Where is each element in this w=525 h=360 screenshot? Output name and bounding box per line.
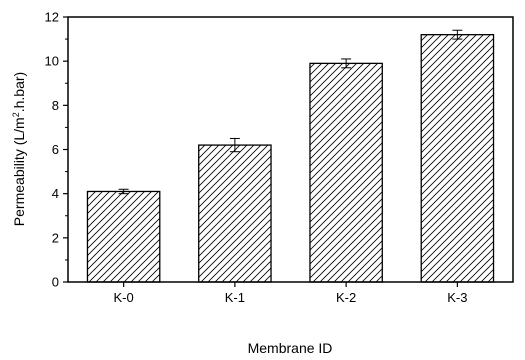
x-tick-label: K-2 [336,290,356,305]
error-bar-k-1 [229,137,240,153]
error-bar-k-3 [452,29,463,40]
error-bar-k-0 [118,188,129,195]
error-bar-k-2 [341,58,352,69]
error-bars-layer [118,29,463,195]
bar-k-3 [420,34,495,283]
x-tick-label: K-0 [114,290,134,305]
x-axis: K-0 K-1 K-2 K-3 [114,282,467,305]
y-axis: 0 2 4 6 8 10 12 [45,10,68,290]
bar-k-2 [309,62,383,283]
y-axis-title: Permeability (L/m2.h.bar) [11,72,27,226]
y-tick-label: 10 [45,54,59,69]
y-tick-label: 6 [52,142,59,157]
y-tick-label: 2 [52,230,59,245]
bar-k-0 [86,190,161,283]
y-tick-label: 4 [52,186,59,201]
bars-layer [86,34,495,283]
x-tick-label: K-3 [447,290,467,305]
x-axis-title: Membrane ID [248,340,333,356]
bar-k-1 [198,144,272,283]
y-tick-label: 12 [45,10,59,25]
y-tick-label: 8 [52,98,59,113]
x-tick-label: K-1 [225,290,245,305]
y-tick-label: 0 [52,275,59,290]
